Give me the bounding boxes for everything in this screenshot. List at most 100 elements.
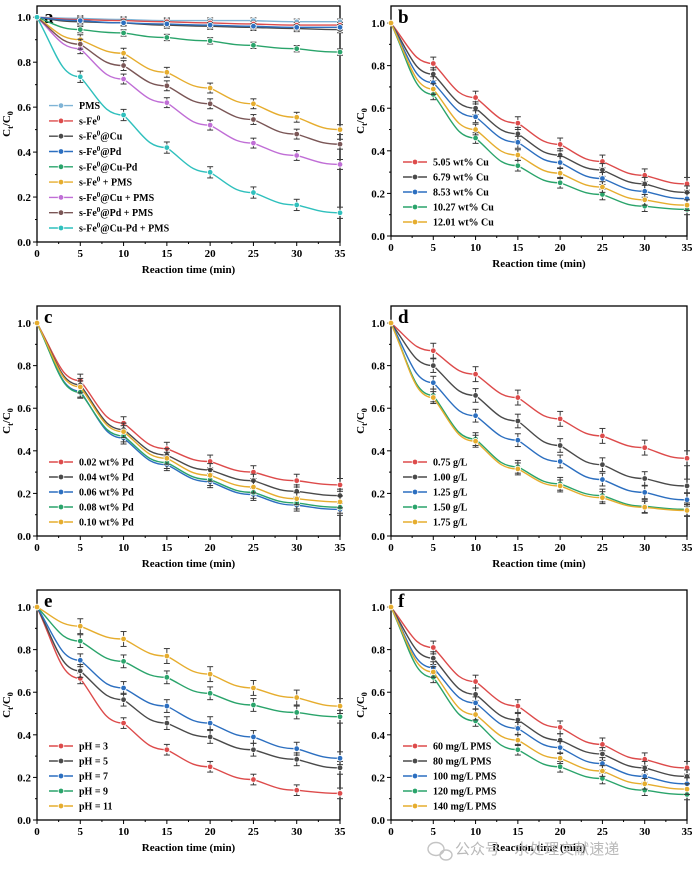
x-tick-label: 20 <box>555 242 567 254</box>
y-axis-title-sep: /C <box>1 115 13 127</box>
y-tick-label: 0.4 <box>17 147 31 159</box>
data-point <box>120 62 127 69</box>
data-point <box>163 34 171 41</box>
x-tick-label: 15 <box>512 826 524 838</box>
legend-label: 0.75 g/L <box>433 458 468 469</box>
legend-label: s-Fe0@Cu + PMS <box>79 191 155 204</box>
data-point <box>163 69 171 76</box>
legend-item: 0.06 wt% Pd <box>49 488 134 499</box>
legend-swatch-marker <box>57 148 65 155</box>
legend-label-rest: @Cu-Pd <box>100 162 138 173</box>
data-point <box>77 383 84 391</box>
data-point <box>250 139 257 147</box>
legend-label-base: 1.00 g/L <box>433 473 468 484</box>
series-line <box>36 16 340 23</box>
series-1-75-g-l <box>387 319 691 517</box>
data-point <box>120 75 127 83</box>
y-axis-title-sep: /C <box>1 412 13 424</box>
legend-swatch-marker <box>411 473 419 481</box>
legend-label-rest: @Pd <box>100 147 121 158</box>
y-tick-label: 0.4 <box>17 730 31 742</box>
data-point <box>472 105 479 112</box>
y-tick-label: 0.0 <box>371 531 385 543</box>
x-tick-label: 5 <box>431 242 437 254</box>
data-point <box>33 14 41 21</box>
legend-swatch-marker <box>411 218 419 226</box>
data-point <box>336 141 344 148</box>
data-point <box>250 189 257 196</box>
y-axis-title-sub: t <box>6 707 15 710</box>
data-point <box>293 495 300 502</box>
data-point <box>77 637 84 645</box>
legend-label: s-Fe0@Cu-Pd + PMS <box>79 222 170 235</box>
y-axis-title-main: C <box>355 126 367 134</box>
y-tick-label: 1.0 <box>17 12 31 24</box>
data-point <box>387 19 395 27</box>
data-point <box>206 670 214 678</box>
legend-item: pH = 5 <box>49 757 108 768</box>
legend-item: 80 mg/L PMS <box>403 757 492 768</box>
data-point <box>472 412 479 419</box>
data-point <box>683 201 691 209</box>
legend-item: 140 mg/L PMS <box>403 802 497 813</box>
series-line <box>36 322 341 497</box>
legend-label: PMS <box>79 101 101 112</box>
legend-label: 100 mg/L PMS <box>433 772 497 783</box>
panel-letter: b <box>398 7 409 28</box>
data-point <box>120 635 127 643</box>
x-tick-label: 35 <box>335 542 347 554</box>
y-axis-title-sub: 0 <box>6 111 15 115</box>
legend-swatch-marker <box>411 158 419 166</box>
x-tick-label: 25 <box>248 248 260 260</box>
series-12-01-wt-cu <box>387 19 691 211</box>
y-tick-label: 0.6 <box>17 102 31 114</box>
data-point <box>293 786 300 794</box>
data-point <box>683 785 691 793</box>
legend-label: 140 mg/L PMS <box>433 802 497 813</box>
data-point <box>163 20 171 28</box>
y-axis-title-sub: 0 <box>360 408 369 412</box>
data-point <box>120 111 127 119</box>
legend-item: s-Fe0 <box>49 114 101 127</box>
series-ph-5 <box>33 603 344 775</box>
data-point <box>336 161 344 168</box>
legend-item: pH = 11 <box>49 802 113 813</box>
legend-swatch-marker <box>411 757 419 765</box>
series-140-mg-l-pms <box>387 603 691 795</box>
legend-swatch-marker <box>411 173 419 181</box>
data-point <box>336 790 344 797</box>
series-s-fe0-pd <box>33 14 344 31</box>
data-point <box>641 444 648 451</box>
legend-swatch-marker <box>411 503 419 511</box>
data-point <box>206 733 214 741</box>
legend-label-base: 10.27 wt% Cu <box>433 203 494 214</box>
data-point <box>514 702 522 710</box>
data-point <box>336 24 344 31</box>
y-tick-label: 0.2 <box>371 188 385 200</box>
legend-swatch-marker <box>57 132 65 140</box>
legend-label-base: 140 mg/L PMS <box>433 802 497 813</box>
legend-label: pH = 11 <box>79 802 113 813</box>
y-axis-title: Ct/C0 <box>1 111 15 137</box>
data-point <box>120 696 127 703</box>
y-tick-label: 1.0 <box>17 318 31 330</box>
y-tick-label: 0.0 <box>17 815 31 827</box>
series-line <box>36 16 341 53</box>
legend-item: 0.75 g/L <box>403 458 468 469</box>
x-tick-label: 25 <box>248 826 260 838</box>
data-point <box>163 99 171 106</box>
legend-label: s-Fe0@Pd <box>79 145 122 158</box>
y-axis-title-sub: t <box>6 423 15 426</box>
legend-item: 1.00 g/L <box>403 473 468 484</box>
series-s-fe0-cu-pd-pms <box>33 14 344 219</box>
y-axis-title-sub: t <box>360 707 369 710</box>
legend-label-base: pH = 7 <box>79 772 108 783</box>
y-tick-label: 0.4 <box>371 730 385 742</box>
legend-swatch-marker <box>57 802 65 810</box>
x-tick-label: 0 <box>34 248 40 260</box>
x-tick-label: 25 <box>597 826 609 838</box>
data-point <box>472 699 479 707</box>
legend-swatch-marker <box>57 209 65 216</box>
data-point <box>250 701 257 709</box>
data-point <box>120 29 127 37</box>
